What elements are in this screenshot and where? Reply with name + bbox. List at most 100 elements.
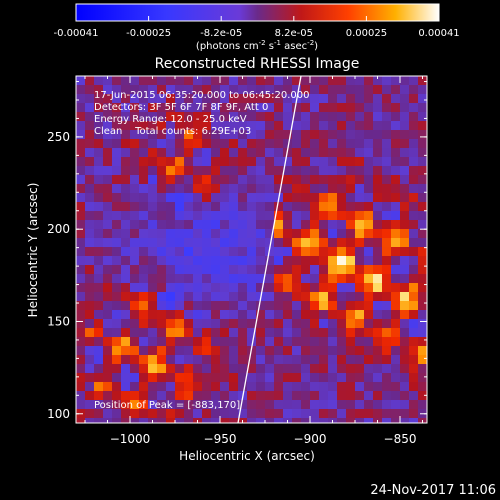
chart-title: Reconstructed RHESSI Image [155,56,360,72]
heatmap-cell [202,175,212,185]
heatmap-cell [256,418,266,423]
heatmap-cell [247,382,257,392]
heatmap-cell [319,229,329,239]
heatmap-cell [292,292,302,302]
heatmap-cell [85,175,95,185]
heatmap-cell [139,76,149,86]
heatmap-cell [391,274,401,284]
heatmap-cell [157,265,167,275]
heatmap-cell [94,148,104,158]
heatmap-cell [382,130,392,140]
heatmap-cell [391,337,401,347]
heatmap-cell [184,328,194,338]
heatmap-cell [328,112,338,122]
heatmap-cell [256,193,266,203]
heatmap-cell [139,328,149,338]
heatmap-cell [85,364,95,374]
heatmap-cell [355,301,365,311]
heatmap-cell [337,373,347,383]
heatmap-cell [247,193,257,203]
heatmap-cell [355,319,365,329]
heatmap-cell [382,391,392,401]
heatmap-cell [283,409,293,419]
heatmap-cell [400,184,410,194]
heatmap-cell [184,211,194,221]
heatmap-cell [238,319,248,329]
heatmap-cell [265,166,275,176]
heatmap-cell [139,157,149,167]
heatmap-cell [85,76,95,86]
heatmap-cell [256,202,266,212]
heatmap-cell [274,76,284,86]
heatmap-cell [409,211,419,221]
heatmap-cell [112,220,122,230]
heatmap-cell [211,346,221,356]
heatmap-cell [391,85,401,95]
heatmap-cell [94,76,104,86]
heatmap-cell [94,346,104,356]
heatmap-cell [166,211,176,221]
heatmap-cell [121,409,131,419]
heatmap-cell [103,265,113,275]
heatmap-cell [175,238,185,248]
heatmap-cell [283,121,293,131]
plot-frame [75,75,428,424]
heatmap-cell [85,265,95,275]
heatmap-cell [157,283,167,293]
heatmap-cell [202,328,212,338]
heatmap-cell [166,202,176,212]
heatmap-cell [238,193,248,203]
heatmap-cell [184,157,194,167]
heatmap-cell [139,184,149,194]
heatmap-cell [211,418,221,423]
heatmap-cell [211,238,221,248]
heatmap-cell [112,112,122,122]
heatmap-cell [265,139,275,149]
heatmap-cell [166,94,176,104]
heatmap-cell [76,400,86,410]
heatmap-cell [184,301,194,311]
heatmap-cell [238,265,248,275]
heatmap-cell [292,319,302,329]
heatmap-cell [130,400,140,410]
heatmap-cell [238,256,248,266]
heatmap-cell [139,121,149,131]
heatmap-cell [238,274,248,284]
heatmap-cell [283,319,293,329]
heatmap-cell [94,247,104,257]
heatmap-cell [175,103,185,113]
heatmap-cell [202,418,212,423]
heatmap-cell [319,283,329,293]
heatmap-cell [310,400,320,410]
heatmap-cell [175,373,185,383]
heatmap-cell [337,121,347,131]
heatmap-cell [76,193,86,203]
heatmap-cell [400,112,410,122]
heatmap-cell [112,328,122,338]
heatmap-cell [346,121,356,131]
heatmap-cell [103,337,113,347]
heatmap-cell [166,229,176,239]
heatmap-cell [409,328,419,338]
heatmap-cell [175,400,185,410]
heatmap-cell [220,292,230,302]
heatmap-cell [139,391,149,401]
heatmap-cell [409,184,419,194]
heatmap-cell [157,400,167,410]
heatmap-cell [157,292,167,302]
heatmap-cell [409,364,419,374]
heatmap-cell [364,247,374,257]
heatmap-cell [85,130,95,140]
heatmap-cell [256,148,266,158]
heatmap-cell [310,85,320,95]
heatmap-cell [409,130,419,140]
heatmap-cell [256,130,266,140]
heatmap-cell [103,310,113,320]
heatmap-cell [355,112,365,122]
heatmap-cell [337,292,347,302]
heatmap-cell [94,301,104,311]
heatmap-cell [211,103,221,113]
heatmap-cell [256,355,266,365]
heatmap-cell [103,184,113,194]
heatmap-cell [175,139,185,149]
